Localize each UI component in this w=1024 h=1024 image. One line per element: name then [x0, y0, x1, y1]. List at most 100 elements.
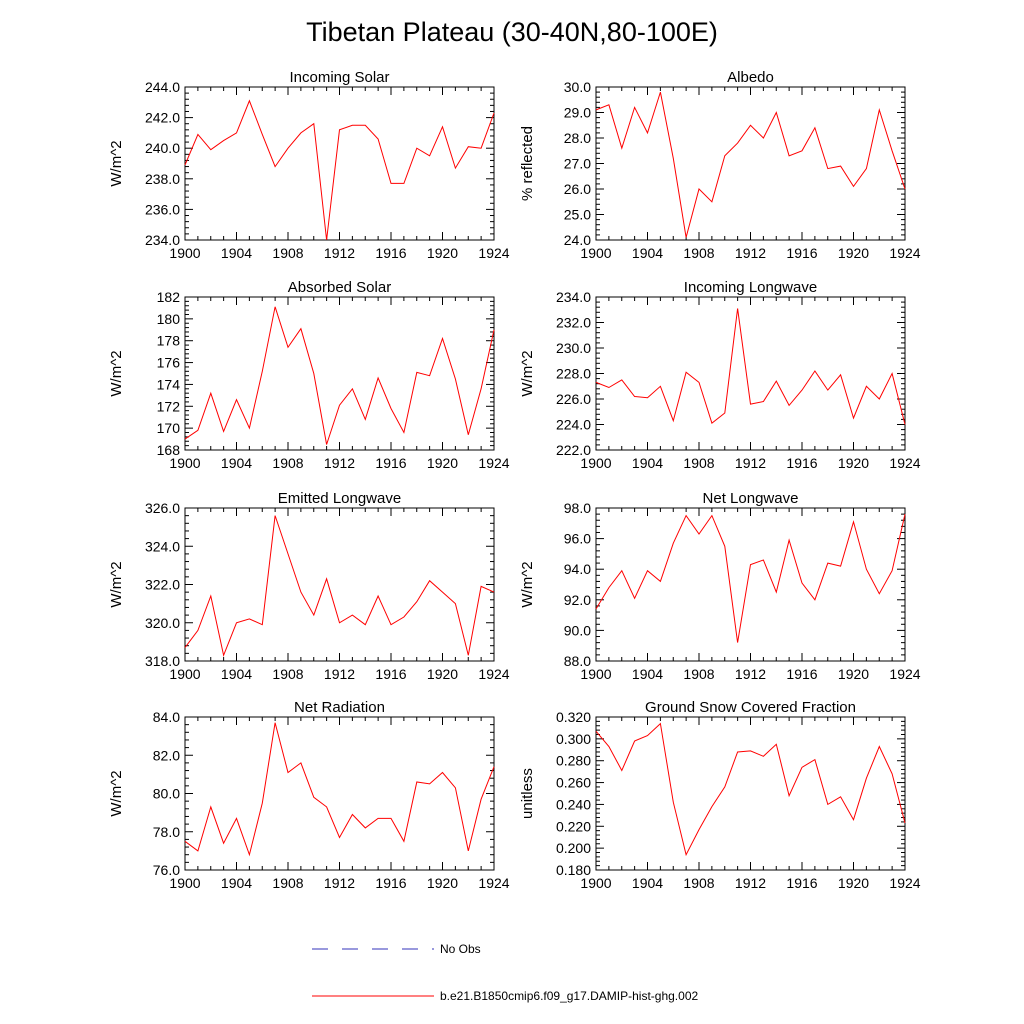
y-tick-label: 170 [157, 420, 181, 436]
panel-net-longwave: 1900 1904 1908 1912 1916 1920 1924 88.0 90.0 92.0… [519, 490, 921, 682]
y-tick-label: 182 [157, 289, 181, 305]
panel-incoming-longwave: 1900 1904 1908 1912 1916 1920 1924 222.0 224.0 22… [519, 279, 921, 471]
series-line [184, 99, 495, 241]
y-tick-label: 0.280 [556, 753, 591, 769]
panel-title: Albedo [727, 69, 774, 86]
y-tick-label: 168 [157, 442, 181, 458]
panel-title: Incoming Solar [289, 69, 389, 86]
y-tick-label: 326.0 [145, 500, 180, 516]
y-tick-label: 0.320 [556, 709, 591, 725]
y-axis-label: W/m^2 [108, 770, 125, 816]
y-tick-label: 98.0 [564, 500, 591, 516]
panel-title: Ground Snow Covered Fraction [645, 699, 856, 716]
series-line [184, 515, 495, 658]
y-tick-label: 230.0 [556, 340, 591, 356]
x-tick-label: 1924 [478, 875, 509, 891]
x-tick-label: 1912 [735, 455, 766, 471]
y-tick-label: 96.0 [564, 531, 591, 547]
y-tick-label: 234.0 [145, 232, 180, 248]
y-tick-label: 176 [157, 355, 181, 371]
y-tick-label: 238.0 [145, 171, 180, 187]
y-tick-label: 0.180 [556, 862, 591, 878]
y-axis-label: W/m^2 [519, 350, 536, 396]
x-tick-label: 1916 [375, 875, 406, 891]
x-tick-label: 1904 [221, 875, 252, 891]
y-tick-label: 232.0 [556, 315, 591, 331]
y-tick-label: 242.0 [145, 110, 180, 126]
y-tick-label: 318.0 [145, 653, 180, 669]
y-axis-label: % reflected [519, 126, 536, 201]
y-tick-label: 0.260 [556, 775, 591, 791]
y-tick-label: 244.0 [145, 79, 180, 95]
panel-incoming-solar: 1900 1904 1908 1912 1916 1920 1924 234.0 236.0 23… [108, 69, 510, 261]
y-tick-label: 234.0 [556, 289, 591, 305]
x-tick-label: 1904 [632, 875, 663, 891]
x-tick-label: 1904 [632, 245, 663, 261]
y-tick-label: 24.0 [564, 232, 591, 248]
plot-frame [595, 716, 906, 871]
x-tick-label: 1916 [786, 245, 817, 261]
x-tick-label: 1908 [683, 666, 714, 682]
y-tick-label: 28.0 [564, 130, 591, 146]
y-tick-label: 180 [157, 311, 181, 327]
y-tick-label: 25.0 [564, 207, 591, 223]
x-tick-label: 1908 [272, 455, 303, 471]
series-line [184, 722, 495, 857]
x-tick-label: 1908 [272, 666, 303, 682]
x-tick-label: 1912 [324, 666, 355, 682]
x-tick-label: 1920 [427, 875, 458, 891]
y-tick-label: 26.0 [564, 181, 591, 197]
y-tick-label: 94.0 [564, 561, 591, 577]
plot-frame [595, 86, 906, 241]
x-tick-label: 1916 [375, 245, 406, 261]
plot-frame [184, 716, 495, 871]
x-tick-label: 1912 [735, 245, 766, 261]
y-tick-label: 320.0 [145, 615, 180, 631]
x-tick-label: 1920 [838, 245, 869, 261]
y-tick-label: 172 [157, 398, 181, 414]
x-tick-label: 1916 [786, 875, 817, 891]
y-tick-label: 29.0 [564, 105, 591, 121]
x-tick-label: 1924 [889, 245, 920, 261]
x-tick-label: 1924 [478, 455, 509, 471]
series-line [595, 513, 906, 643]
y-tick-label: 82.0 [153, 747, 180, 763]
y-tick-label: 80.0 [153, 786, 180, 802]
y-axis-label: W/m^2 [108, 350, 125, 396]
plot-frame [184, 507, 495, 662]
y-axis-label: unitless [519, 768, 536, 819]
x-tick-label: 1900 [580, 455, 611, 471]
x-tick-label: 1900 [580, 245, 611, 261]
y-tick-label: 90.0 [564, 622, 591, 638]
y-tick-label: 30.0 [564, 79, 591, 95]
panel-absorbed-solar: 1900 1904 1908 1912 1916 1920 1924 168 170 172 174… [108, 279, 510, 471]
x-tick-label: 1924 [889, 666, 920, 682]
y-tick-label: 88.0 [564, 653, 591, 669]
x-tick-label: 1916 [786, 455, 817, 471]
x-tick-label: 1904 [221, 455, 252, 471]
panel-albedo: 1900 1904 1908 1912 1916 1920 1924 24.0 25.0 26.0… [519, 69, 921, 261]
y-tick-label: 27.0 [564, 156, 591, 172]
x-tick-label: 1904 [221, 245, 252, 261]
x-tick-label: 1900 [169, 875, 200, 891]
plot-frame [595, 296, 906, 451]
x-tick-label: 1908 [272, 875, 303, 891]
legend-model-label: b.e21.B1850cmip6.f09_g17.DAMIP-hist-ghg.… [440, 989, 698, 1003]
x-tick-label: 1920 [838, 666, 869, 682]
x-tick-label: 1924 [478, 666, 509, 682]
y-tick-label: 240.0 [145, 140, 180, 156]
y-tick-label: 0.200 [556, 840, 591, 856]
x-tick-label: 1900 [169, 455, 200, 471]
x-tick-label: 1908 [683, 455, 714, 471]
y-tick-label: 228.0 [556, 366, 591, 382]
panel-title: Net Radiation [294, 699, 385, 716]
x-tick-label: 1912 [324, 875, 355, 891]
x-tick-label: 1916 [786, 666, 817, 682]
x-tick-label: 1924 [478, 245, 509, 261]
plot-frame [595, 507, 906, 662]
panel-title: Incoming Longwave [684, 279, 817, 296]
x-tick-label: 1912 [324, 245, 355, 261]
x-tick-label: 1904 [632, 455, 663, 471]
x-tick-label: 1900 [580, 666, 611, 682]
y-tick-label: 0.300 [556, 731, 591, 747]
